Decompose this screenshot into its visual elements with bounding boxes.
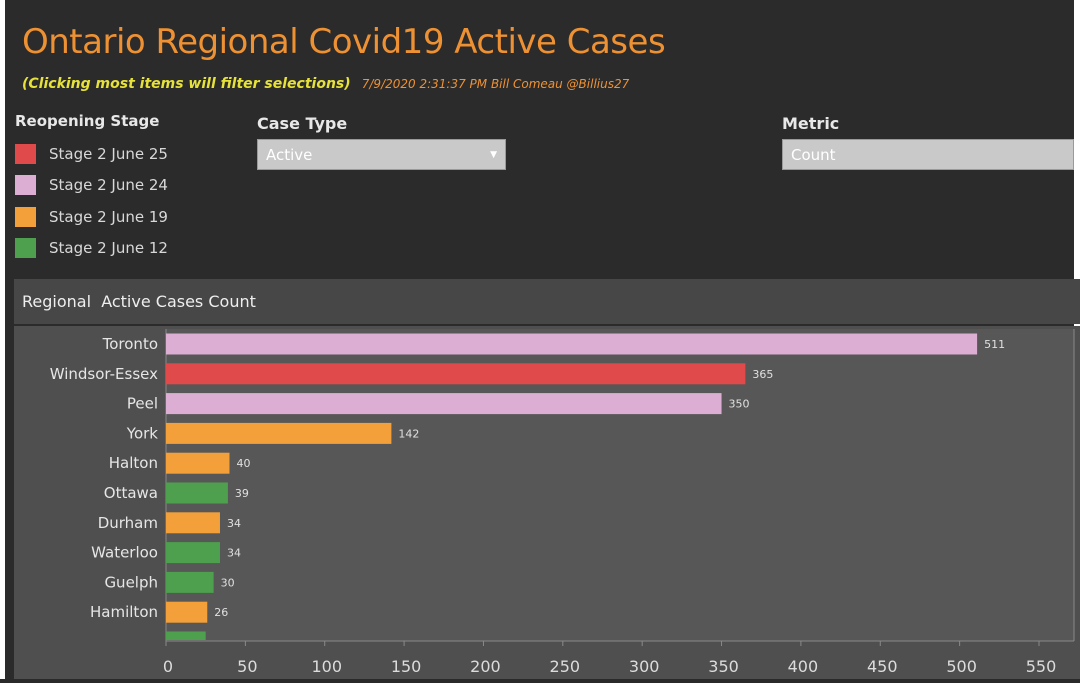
metric-filter: Metric Count: [782, 114, 1074, 170]
chevron-down-icon: ▼: [490, 149, 497, 160]
data-label: 40: [236, 457, 250, 470]
data-label: 34: [227, 547, 241, 560]
bar: [166, 512, 220, 534]
timestamp-byline: 7/9/2020 2:31:37 PM Bill Comeau @Billius…: [361, 77, 630, 91]
bar-partial: [166, 631, 206, 640]
bar: [166, 542, 220, 564]
legend-item-stage-june-25[interactable]: Stage 2 June 25: [15, 138, 168, 170]
data-label: 142: [398, 427, 419, 440]
bar: [166, 601, 208, 623]
category-label: Hamilton: [90, 603, 158, 621]
x-tick-label: 50: [237, 657, 257, 676]
bar: [166, 571, 214, 593]
legend-label: Stage 2 June 12: [49, 239, 168, 258]
category-label: Peel: [127, 395, 158, 413]
data-label: 26: [214, 606, 228, 619]
data-label: 365: [752, 368, 773, 381]
legend-swatch: [15, 143, 36, 164]
category-label: Windsor-Essex: [50, 365, 158, 383]
x-tick-label: 500: [946, 657, 977, 676]
legend-label: Stage 2 June 19: [49, 207, 168, 226]
bar: [166, 482, 228, 504]
legend-label: Stage 2 June 24: [49, 176, 168, 195]
data-label: 34: [227, 517, 241, 530]
subtitle-row: (Clicking most items will filter selecti…: [22, 73, 629, 92]
case-type-filter: Case Type Active ▼: [257, 114, 506, 170]
bar-chart: Toronto 511 Windsor-Essex 365 Peel 350 York 142…: [50, 329, 1075, 676]
case-type-value: Active: [266, 145, 313, 164]
bar: [166, 363, 746, 385]
data-label: 39: [235, 487, 249, 500]
filter-hint: (Clicking most items will filter selecti…: [22, 76, 351, 92]
category-label: Toronto: [102, 335, 158, 353]
bar: [166, 393, 722, 415]
data-label: 511: [984, 338, 1005, 351]
legend-swatch: [15, 175, 36, 196]
metric-dropdown[interactable]: Count: [782, 139, 1074, 170]
case-type-dropdown[interactable]: Active ▼: [257, 139, 506, 170]
image-border-left: [0, 0, 5, 679]
case-type-label: Case Type: [257, 114, 348, 133]
legend-item-stage-june-19[interactable]: Stage 2 June 19: [15, 201, 168, 233]
x-tick-label: 400: [788, 657, 819, 676]
x-tick-label: 150: [391, 657, 422, 676]
x-tick-label: 0: [163, 657, 173, 676]
dashboard-title: Ontario Regional Covid19 Active Cases: [22, 22, 666, 62]
legend-label: Stage 2 June 25: [49, 144, 168, 163]
x-tick-label: 450: [867, 657, 898, 676]
x-tick-label: 200: [470, 657, 501, 676]
metric-value: Count: [791, 145, 836, 164]
chart-panel-header: Regional Active Cases Count: [14, 279, 1080, 324]
x-tick-label: 300: [629, 657, 660, 676]
category-label: Waterloo: [91, 544, 158, 562]
category-label: York: [126, 424, 159, 442]
x-tick-label: 250: [550, 657, 581, 676]
data-label: 350: [729, 398, 750, 411]
category-label: Guelph: [104, 573, 158, 591]
category-label: Ottawa: [104, 484, 158, 502]
x-tick-label: 550: [1026, 657, 1057, 676]
bar: [166, 333, 978, 355]
category-label: Durham: [98, 514, 158, 532]
legend-item-stage-june-12[interactable]: Stage 2 June 12: [15, 233, 168, 265]
x-tick-label: 100: [311, 657, 342, 676]
legend-swatch: [15, 206, 36, 227]
category-label: Halton: [109, 454, 158, 472]
bar-chart-area: Toronto 511 Windsor-Essex 365 Peel 350 York 142…: [14, 326, 1080, 679]
chart-title: Regional Active Cases Count: [22, 292, 256, 311]
data-label: 30: [221, 576, 235, 589]
bar: [166, 422, 392, 444]
metric-label: Metric: [782, 114, 840, 133]
x-tick-label: 350: [708, 657, 739, 676]
bar: [166, 452, 230, 474]
reopening-stage-legend: Reopening Stage Stage 2 June 25 Stage 2 …: [15, 112, 168, 264]
legend-item-stage-june-24[interactable]: Stage 2 June 24: [15, 170, 168, 202]
legend-swatch: [15, 238, 36, 259]
legend-title: Reopening Stage: [15, 112, 160, 130]
